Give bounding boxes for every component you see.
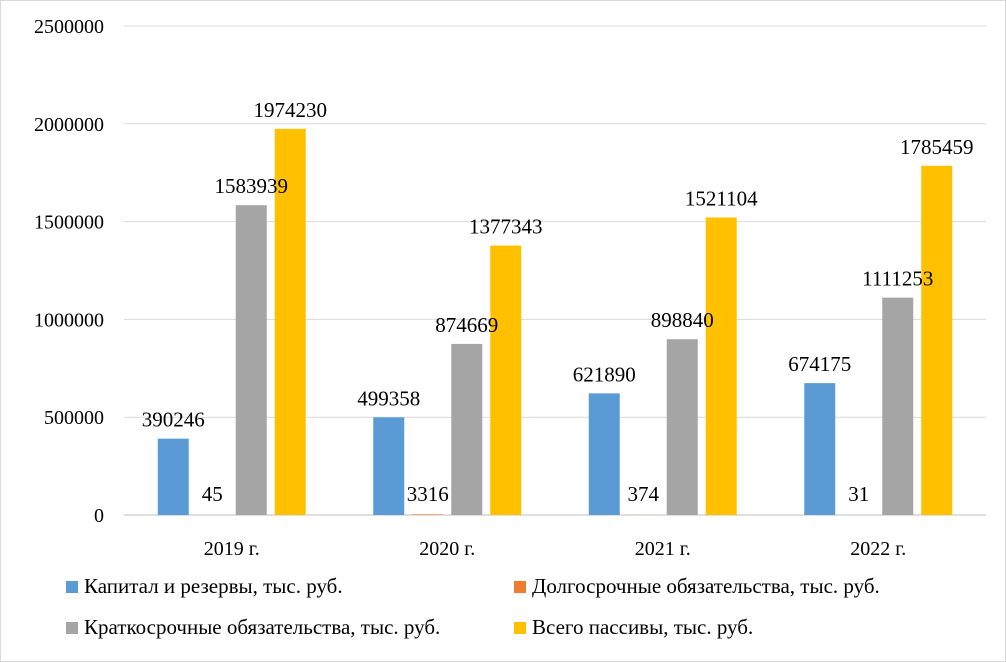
bar-series-3-2 <box>705 217 737 516</box>
data-label: 499358 <box>357 386 420 410</box>
data-label: 1974230 <box>254 98 328 122</box>
data-label: 1785459 <box>900 135 974 159</box>
bar-series-0-3 <box>804 383 836 515</box>
x-tick-label: 2022 г. <box>850 538 906 560</box>
legend-swatch <box>514 622 526 634</box>
bar-series-3-1 <box>490 245 522 515</box>
data-label: 3316 <box>407 482 449 506</box>
bar-series-1-1 <box>412 514 444 515</box>
bar-series-3-0 <box>274 128 306 515</box>
legend-label: Всего пассивы, тыс. руб. <box>532 615 753 639</box>
y-tick-label: 1000000 <box>34 309 104 331</box>
x-axis-ticks: 2019 г. 2020 г. 2021 г. 2022 г. <box>204 538 906 560</box>
y-tick-label: 2000000 <box>34 114 104 136</box>
y-tick-label: 0 <box>94 505 104 527</box>
bar-series-0-1 <box>373 417 405 515</box>
data-label: 674175 <box>788 352 851 376</box>
bar-series-2-2 <box>666 339 698 515</box>
bar-series-2-0 <box>235 205 267 516</box>
y-tick-label: 2500000 <box>34 16 104 38</box>
data-label: 874669 <box>435 313 498 337</box>
x-tick-label: 2019 г. <box>204 538 260 560</box>
data-label: 390246 <box>142 408 205 432</box>
legend: Капитал и резервы, тыс. руб. Долгосрочные… <box>66 574 880 639</box>
y-tick-label: 500000 <box>44 407 104 429</box>
data-label: 1111253 <box>862 267 933 291</box>
legend-label: Долгосрочные обязательства, тыс. руб. <box>532 574 880 598</box>
data-label: 898840 <box>651 308 714 332</box>
data-label: 1583939 <box>215 174 289 198</box>
legend-swatch <box>66 622 78 634</box>
bar-series-0-2 <box>588 393 620 515</box>
y-tick-label: 1500000 <box>34 212 104 234</box>
data-label: 45 <box>202 482 223 506</box>
legend-swatch <box>66 581 78 593</box>
bars <box>157 128 953 516</box>
data-label: 1377343 <box>469 215 543 239</box>
bar-series-2-3 <box>882 297 914 515</box>
gridlines <box>124 25 986 516</box>
legend-label: Капитал и резервы, тыс. руб. <box>84 574 343 598</box>
legend-swatch <box>514 581 526 593</box>
data-label: 1521104 <box>685 186 758 210</box>
bar-series-2-1 <box>451 343 483 515</box>
y-axis-ticks: 0 500000 1000000 1500000 2000000 2500000 <box>34 16 104 527</box>
data-label: 621890 <box>573 362 636 386</box>
bar-series-0-0 <box>157 438 189 515</box>
data-label: 31 <box>848 482 869 506</box>
bar-series-3-3 <box>921 165 953 515</box>
x-tick-label: 2021 г. <box>635 538 691 560</box>
data-label: 374 <box>628 482 660 506</box>
legend-label: Краткосрочные обязательства, тыс. руб. <box>84 615 440 639</box>
x-tick-label: 2020 г. <box>419 538 475 560</box>
data-labels: 390246 45 1583939 1974230 499358 3316 874669 13… <box>142 98 974 506</box>
